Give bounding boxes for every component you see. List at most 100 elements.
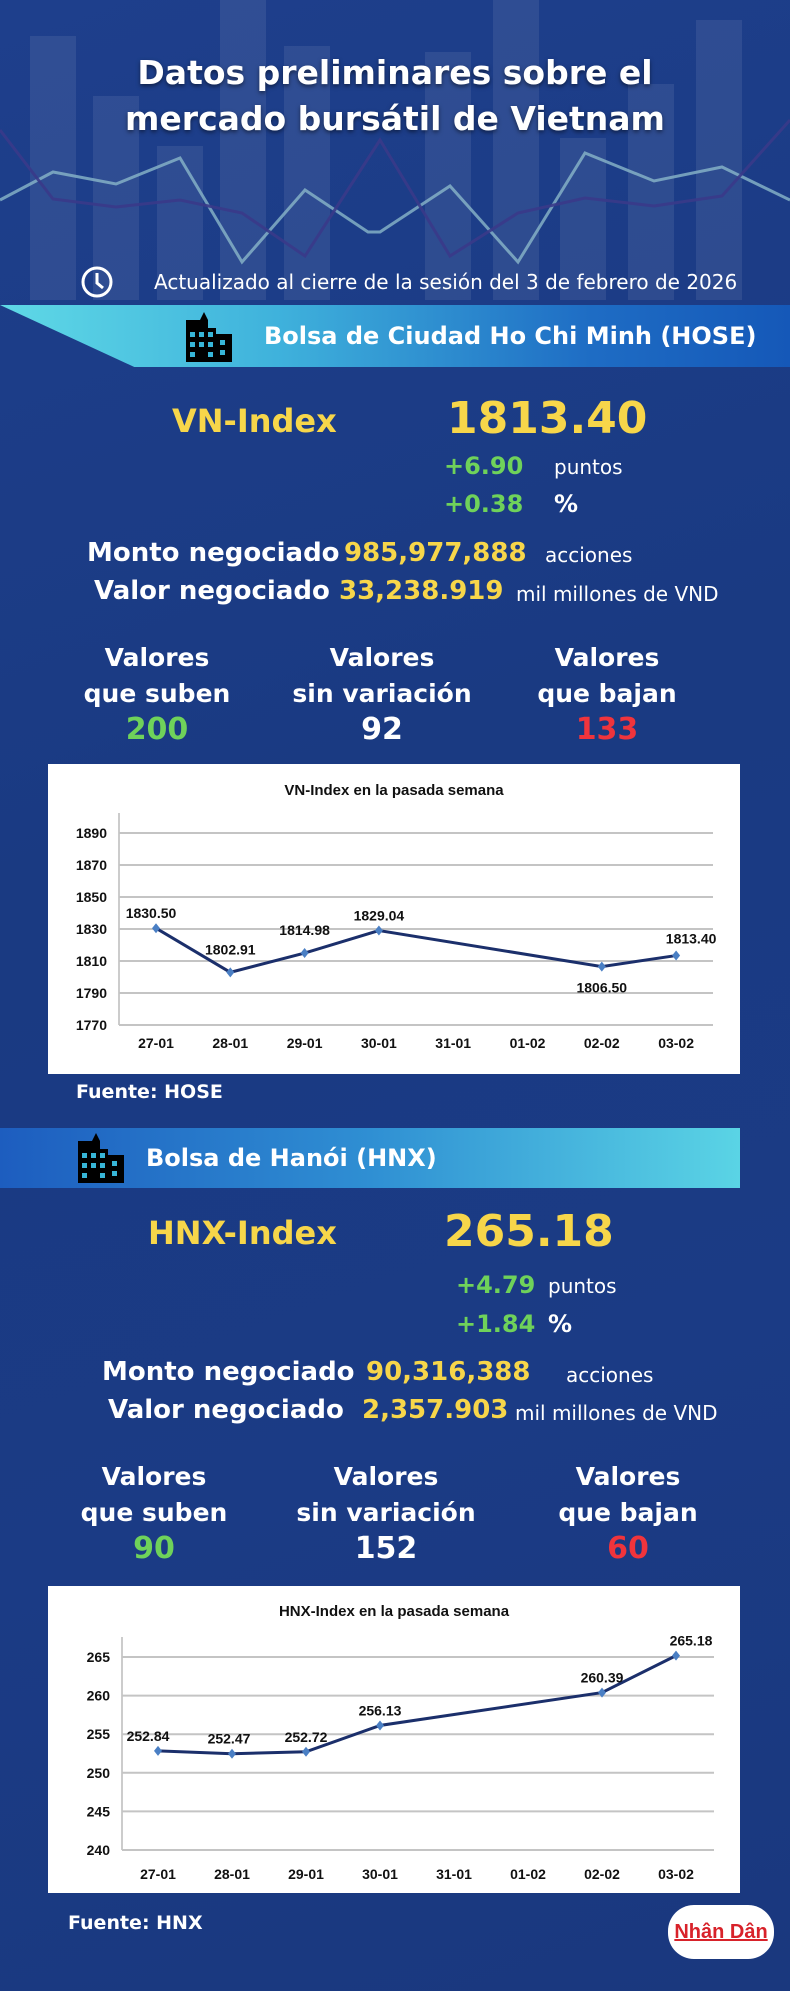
decliners-count: 133 bbox=[575, 712, 639, 747]
y-tick-label: 260 bbox=[87, 1688, 111, 1704]
background-decoration bbox=[0, 0, 790, 300]
data-point bbox=[300, 948, 309, 959]
chart-svg: HNX-Index en la pasada semana 240 245 250 25… bbox=[87, 1603, 714, 1882]
volume-value: 985,977,888 bbox=[344, 538, 527, 568]
volume-unit: acciones bbox=[545, 543, 633, 567]
hose-exchange-name: Bolsa de Ciudad Ho Chi Minh (HOSE) bbox=[264, 322, 757, 350]
hnx-exchange-name: Bolsa de Hanói (HNX) bbox=[146, 1144, 437, 1172]
data-point bbox=[152, 923, 160, 934]
hnx-index-value: 265.18 bbox=[444, 1206, 614, 1257]
updated-text: Actualizado al cierre de la sesión del 3… bbox=[154, 270, 738, 294]
volume-label: Monto negociado bbox=[87, 538, 340, 568]
data-label: 256.13 bbox=[359, 1702, 402, 1718]
x-tick-label: 02-02 bbox=[584, 1035, 620, 1051]
x-tick-label: 27-01 bbox=[140, 1866, 176, 1882]
vn-index-change-percent: +0.38 bbox=[444, 490, 524, 518]
data-point bbox=[376, 1720, 384, 1731]
y-tick-label: 1870 bbox=[76, 857, 107, 873]
x-tick-label: 03-02 bbox=[658, 1035, 694, 1051]
volume-label: Monto negociado bbox=[102, 1357, 355, 1387]
hnx-index-label: HNX-Index bbox=[148, 1214, 337, 1252]
points-unit: puntos bbox=[548, 1274, 617, 1298]
building-icon bbox=[186, 312, 232, 362]
value-unit: mil millones de VND bbox=[516, 582, 719, 606]
y-tick-label: 245 bbox=[87, 1803, 111, 1819]
unchanged: Valores sin variación 92 bbox=[282, 640, 482, 748]
data-point bbox=[228, 1748, 236, 1759]
data-label: 1830.50 bbox=[126, 905, 177, 921]
x-tick-label: 31-01 bbox=[436, 1866, 472, 1882]
x-tick-label: 27-01 bbox=[138, 1035, 174, 1051]
decliners-count: 60 bbox=[607, 1531, 649, 1566]
x-tick-label: 02-02 bbox=[584, 1866, 620, 1882]
hnx-index-change-percent: +1.84 bbox=[456, 1310, 536, 1338]
y-tick-label: 1830 bbox=[76, 921, 107, 937]
advancers-count: 90 bbox=[133, 1531, 175, 1566]
x-tick-label: 30-01 bbox=[361, 1035, 397, 1051]
hose-source: Fuente: HOSE bbox=[76, 1081, 223, 1103]
y-tick-label: 1810 bbox=[76, 953, 107, 969]
x-tick-label: 31-01 bbox=[435, 1035, 471, 1051]
x-tick-label: 29-01 bbox=[288, 1866, 324, 1882]
chart-title: HNX-Index en la pasada semana bbox=[279, 1603, 510, 1620]
data-point bbox=[597, 961, 606, 972]
vn-index-value: 1813.40 bbox=[447, 393, 648, 444]
unchanged: Valores sin variación 152 bbox=[286, 1459, 486, 1567]
x-tick-label: 01-02 bbox=[510, 1035, 546, 1051]
value-value: 33,238.919 bbox=[339, 576, 504, 606]
y-tick-label: 255 bbox=[87, 1726, 111, 1742]
decliners: Valores que bajan 133 bbox=[507, 640, 707, 748]
clock-icon bbox=[81, 266, 113, 298]
data-point bbox=[302, 1746, 310, 1757]
data-label: 252.84 bbox=[127, 1728, 170, 1744]
data-label: 260.39 bbox=[581, 1670, 624, 1686]
data-label: 265.18 bbox=[670, 1633, 713, 1649]
percent-unit: % bbox=[554, 490, 579, 518]
series-line bbox=[157, 1654, 677, 1756]
y-tick-label: 240 bbox=[87, 1842, 111, 1858]
data-point bbox=[226, 967, 235, 978]
hnx-source: Fuente: HNX bbox=[68, 1912, 203, 1934]
percent-unit: % bbox=[548, 1310, 573, 1338]
data-point bbox=[672, 950, 681, 961]
series-line bbox=[155, 926, 677, 974]
data-label: 1829.04 bbox=[354, 908, 405, 924]
data-point bbox=[598, 1687, 606, 1698]
hose-section-header bbox=[0, 305, 790, 367]
data-label: 252.72 bbox=[285, 1729, 328, 1745]
data-point bbox=[374, 925, 383, 936]
vn-index-label: VN-Index bbox=[172, 402, 337, 440]
vn-index-change-points: +6.90 bbox=[444, 452, 524, 480]
y-tick-label: 265 bbox=[87, 1649, 111, 1665]
data-label: 1814.98 bbox=[279, 922, 330, 938]
advancers-count: 200 bbox=[125, 712, 189, 747]
data-label: 1806.50 bbox=[576, 980, 627, 996]
data-label: 1813.40 bbox=[666, 931, 717, 947]
data-point bbox=[672, 1650, 680, 1661]
x-tick-label: 28-01 bbox=[214, 1866, 250, 1882]
volume-unit: acciones bbox=[566, 1363, 654, 1387]
value-unit: mil millones de VND bbox=[515, 1401, 718, 1425]
x-tick-label: 28-01 bbox=[212, 1035, 248, 1051]
chart-svg: VN-Index en la pasada semana 1770 1790 1810… bbox=[76, 782, 717, 1051]
data-point bbox=[154, 1745, 162, 1756]
hnx-index-change-points: +4.79 bbox=[456, 1271, 536, 1299]
decliners: Valores que bajan 60 bbox=[528, 1459, 728, 1567]
x-tick-label: 01-02 bbox=[510, 1866, 546, 1882]
y-tick-label: 250 bbox=[87, 1765, 111, 1781]
data-label: 1802.91 bbox=[205, 941, 256, 957]
points-unit: puntos bbox=[554, 455, 623, 479]
vn-index-chart: VN-Index en la pasada semana 1770 1790 1810… bbox=[48, 764, 740, 1074]
hnx-index-chart: HNX-Index en la pasada semana 240 245 250 25… bbox=[48, 1586, 740, 1893]
advancers: Valores que suben 90 bbox=[54, 1459, 254, 1567]
building-icon bbox=[78, 1133, 124, 1183]
unchanged-count: 152 bbox=[354, 1531, 418, 1566]
value-value: 2,357.903 bbox=[362, 1395, 509, 1425]
y-tick-label: 1790 bbox=[76, 985, 107, 1001]
advancers: Valores que suben 200 bbox=[57, 640, 257, 748]
value-label: Valor negociado bbox=[108, 1395, 344, 1425]
unchanged-count: 92 bbox=[361, 712, 403, 747]
page-title: Datos preliminares sobre el mercado bursá… bbox=[125, 53, 665, 138]
y-tick-label: 1890 bbox=[76, 825, 107, 841]
